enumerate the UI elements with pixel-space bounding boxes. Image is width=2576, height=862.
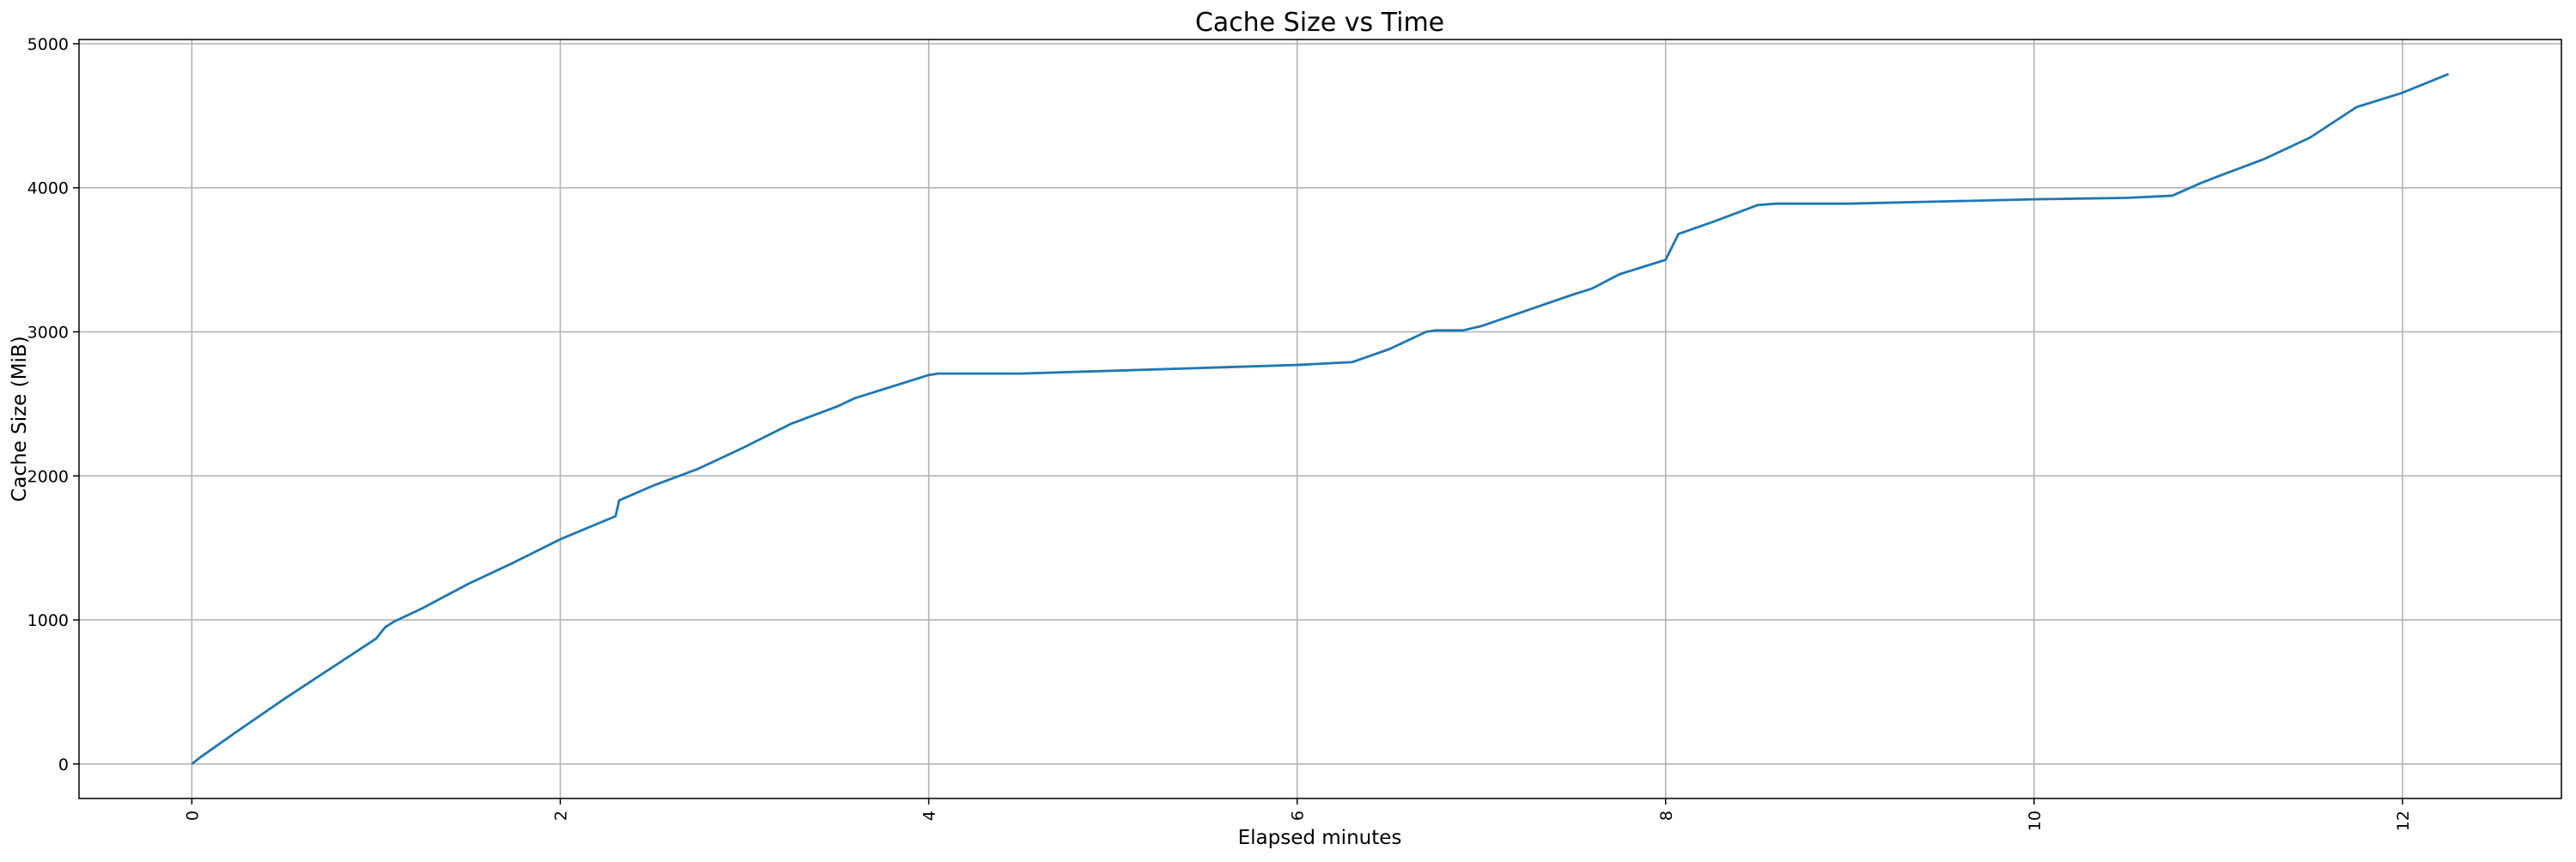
y-tick-label: 2000 bbox=[27, 467, 69, 486]
y-tick-label: 1000 bbox=[27, 611, 69, 630]
x-tick-label: 12 bbox=[2394, 810, 2413, 831]
line bbox=[191, 72, 2450, 765]
y-tick-label: 3000 bbox=[27, 323, 69, 342]
x-tick-label: 6 bbox=[1289, 810, 1308, 821]
x-axis-label: Elapsed minutes bbox=[1238, 827, 1402, 849]
x-tick-label: 2 bbox=[552, 810, 571, 821]
y-tick-label: 5000 bbox=[27, 35, 69, 54]
x-tick-label: 0 bbox=[183, 810, 202, 821]
y-axis-label: Cache Size (MiB) bbox=[9, 336, 31, 501]
chart-title: Cache Size vs Time bbox=[1195, 8, 1444, 38]
x-tick-label: 10 bbox=[2026, 810, 2044, 831]
plot-frame bbox=[78, 39, 2562, 799]
x-tick-label: 4 bbox=[920, 810, 939, 821]
y-tick-label: 0 bbox=[58, 756, 69, 774]
x-tick-label: 8 bbox=[1657, 810, 1676, 821]
y-tick-label: 4000 bbox=[27, 179, 69, 198]
